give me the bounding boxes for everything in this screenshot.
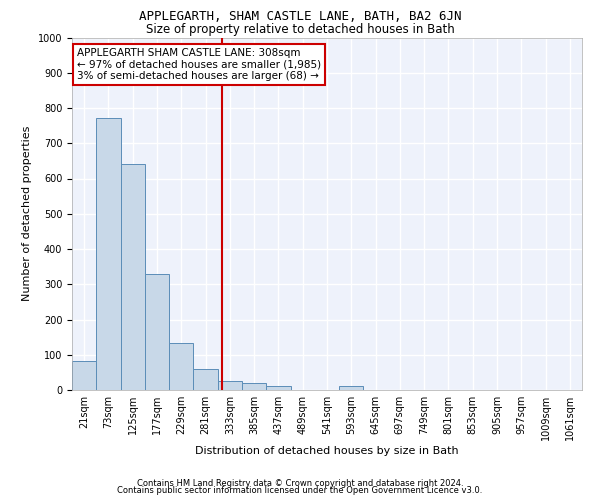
Bar xyxy=(121,164,145,390)
Bar xyxy=(218,381,242,390)
Bar xyxy=(339,386,364,390)
Bar xyxy=(266,386,290,390)
Text: APPLEGARTH, SHAM CASTLE LANE, BATH, BA2 6JN: APPLEGARTH, SHAM CASTLE LANE, BATH, BA2 … xyxy=(139,10,461,23)
Bar xyxy=(145,274,169,390)
Bar xyxy=(193,369,218,390)
Bar xyxy=(96,118,121,390)
Bar xyxy=(72,361,96,390)
Bar xyxy=(169,343,193,390)
Text: Contains HM Land Registry data © Crown copyright and database right 2024.: Contains HM Land Registry data © Crown c… xyxy=(137,478,463,488)
Text: Contains public sector information licensed under the Open Government Licence v3: Contains public sector information licen… xyxy=(118,486,482,495)
Text: APPLEGARTH SHAM CASTLE LANE: 308sqm
← 97% of detached houses are smaller (1,985): APPLEGARTH SHAM CASTLE LANE: 308sqm ← 97… xyxy=(77,48,321,82)
Y-axis label: Number of detached properties: Number of detached properties xyxy=(22,126,32,302)
X-axis label: Distribution of detached houses by size in Bath: Distribution of detached houses by size … xyxy=(195,446,459,456)
Text: Size of property relative to detached houses in Bath: Size of property relative to detached ho… xyxy=(146,22,454,36)
Bar xyxy=(242,383,266,390)
